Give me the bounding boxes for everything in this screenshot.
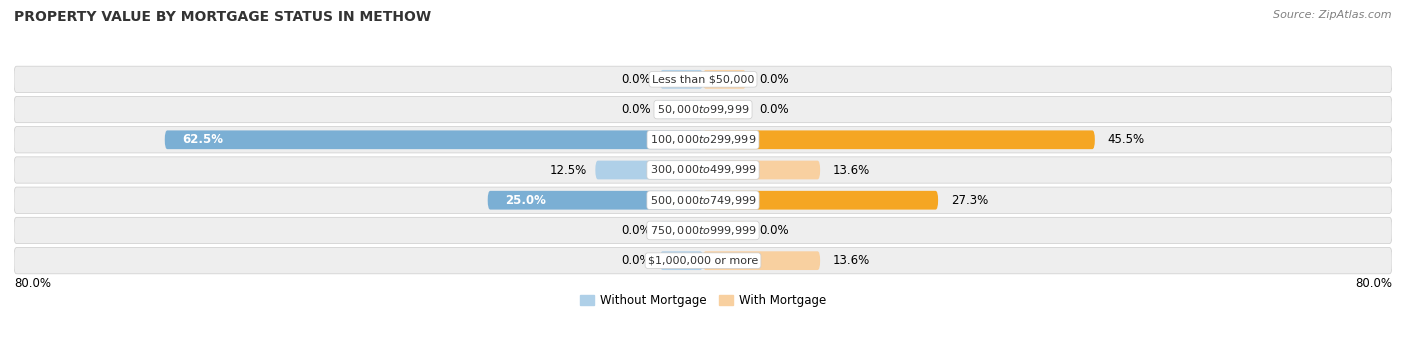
Text: Less than $50,000: Less than $50,000 xyxy=(652,74,754,84)
FancyBboxPatch shape xyxy=(14,187,1392,214)
Text: 12.5%: 12.5% xyxy=(550,164,586,176)
Text: 0.0%: 0.0% xyxy=(759,103,789,116)
FancyBboxPatch shape xyxy=(14,157,1392,183)
Text: PROPERTY VALUE BY MORTGAGE STATUS IN METHOW: PROPERTY VALUE BY MORTGAGE STATUS IN MET… xyxy=(14,10,432,24)
Text: 45.5%: 45.5% xyxy=(1108,133,1144,146)
FancyBboxPatch shape xyxy=(14,97,1392,123)
Text: 27.3%: 27.3% xyxy=(950,194,988,207)
FancyBboxPatch shape xyxy=(703,131,1095,149)
Text: 0.0%: 0.0% xyxy=(621,73,651,86)
FancyBboxPatch shape xyxy=(703,191,938,209)
Text: $500,000 to $749,999: $500,000 to $749,999 xyxy=(650,194,756,207)
Text: 62.5%: 62.5% xyxy=(181,133,224,146)
FancyBboxPatch shape xyxy=(659,251,703,270)
FancyBboxPatch shape xyxy=(659,100,703,119)
Text: $750,000 to $999,999: $750,000 to $999,999 xyxy=(650,224,756,237)
Text: 80.0%: 80.0% xyxy=(14,277,51,290)
Text: 13.6%: 13.6% xyxy=(832,254,870,267)
Text: 25.0%: 25.0% xyxy=(505,194,546,207)
Text: Source: ZipAtlas.com: Source: ZipAtlas.com xyxy=(1274,10,1392,20)
FancyBboxPatch shape xyxy=(14,126,1392,153)
Text: 80.0%: 80.0% xyxy=(1355,277,1392,290)
Text: 0.0%: 0.0% xyxy=(621,254,651,267)
FancyBboxPatch shape xyxy=(703,251,820,270)
Text: 13.6%: 13.6% xyxy=(832,164,870,176)
FancyBboxPatch shape xyxy=(14,217,1392,243)
Text: $1,000,000 or more: $1,000,000 or more xyxy=(648,256,758,266)
FancyBboxPatch shape xyxy=(659,221,703,240)
Text: $50,000 to $99,999: $50,000 to $99,999 xyxy=(657,103,749,116)
FancyBboxPatch shape xyxy=(659,70,703,89)
FancyBboxPatch shape xyxy=(165,131,703,149)
Text: 0.0%: 0.0% xyxy=(759,73,789,86)
FancyBboxPatch shape xyxy=(595,160,703,180)
Text: $300,000 to $499,999: $300,000 to $499,999 xyxy=(650,164,756,176)
FancyBboxPatch shape xyxy=(14,248,1392,274)
FancyBboxPatch shape xyxy=(703,160,820,180)
Text: 0.0%: 0.0% xyxy=(621,103,651,116)
FancyBboxPatch shape xyxy=(14,66,1392,92)
FancyBboxPatch shape xyxy=(488,191,703,209)
Text: 0.0%: 0.0% xyxy=(759,224,789,237)
FancyBboxPatch shape xyxy=(703,100,747,119)
FancyBboxPatch shape xyxy=(703,221,747,240)
Legend: Without Mortgage, With Mortgage: Without Mortgage, With Mortgage xyxy=(575,290,831,312)
FancyBboxPatch shape xyxy=(703,70,747,89)
Text: $100,000 to $299,999: $100,000 to $299,999 xyxy=(650,133,756,146)
Text: 0.0%: 0.0% xyxy=(621,224,651,237)
